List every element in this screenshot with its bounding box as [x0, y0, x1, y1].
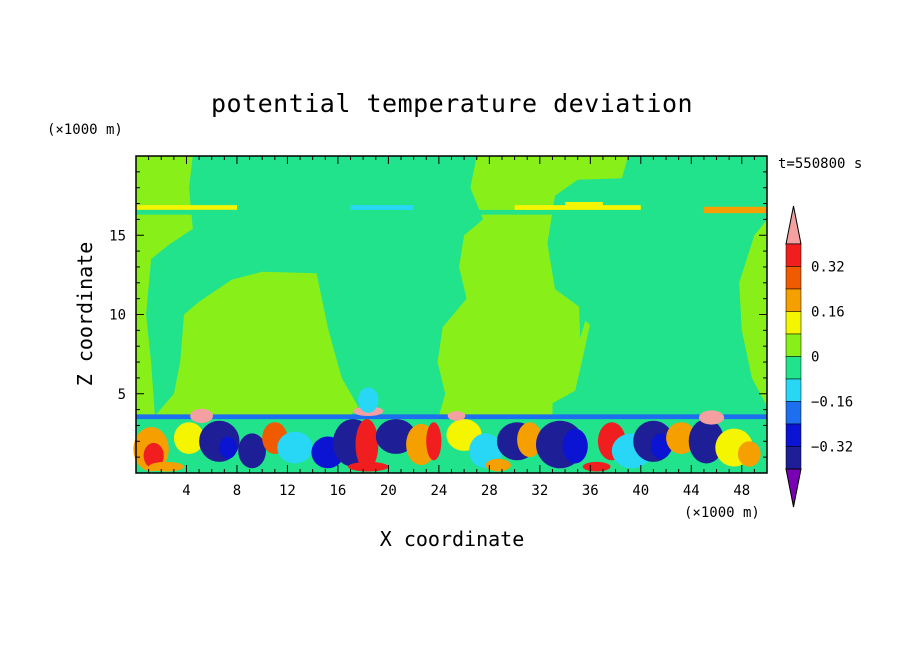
contour-blob	[277, 431, 313, 464]
x-tick-label: 48	[733, 483, 750, 499]
contour-band	[136, 209, 767, 215]
contour-blob	[173, 422, 205, 454]
x-axis-label: X coordinate	[380, 527, 525, 551]
contour-blob	[447, 411, 466, 421]
contour-blob	[238, 433, 266, 469]
contour-region	[146, 156, 484, 416]
x-tick-label: 44	[683, 483, 700, 499]
x-tick-label: 12	[279, 483, 296, 499]
x-tick-label: 24	[430, 483, 447, 499]
contour-blob	[348, 461, 389, 472]
colorbar-swatch	[785, 311, 802, 335]
x-tick-label: 36	[582, 483, 599, 499]
contour-blob	[666, 422, 697, 454]
colorbar-tick-label: 0	[811, 350, 819, 366]
contour-blob	[219, 436, 237, 459]
colorbar: 0.32 0.16 0 −0.16 −0.32	[785, 205, 853, 508]
contour-blob	[358, 387, 379, 413]
x-tick-label: 28	[481, 483, 498, 499]
contour-blob	[485, 458, 511, 472]
colorbar-swatch	[785, 446, 802, 470]
colorbar-max-arrow	[785, 205, 802, 245]
colorbar-min-arrow	[785, 468, 802, 508]
x-tick-label: 4	[182, 483, 190, 499]
x-tick-label: 16	[329, 483, 346, 499]
x-axis-ticks: 4 8 12 16 20 24 28 32 36 40 44 48	[148, 156, 755, 499]
chart-title: potential temperature deviation	[211, 89, 693, 118]
y-axis-label: Z coordinate	[73, 242, 97, 387]
contour-band	[565, 202, 603, 207]
colorbar-swatch	[785, 356, 802, 380]
contour-blob	[582, 461, 611, 472]
contour-band	[136, 205, 237, 210]
colorbar-swatch	[785, 401, 802, 425]
y-tick-label: 5	[118, 387, 126, 403]
colorbar-tick-label: 0.32	[811, 260, 845, 276]
time-label: t=550800 s	[778, 156, 862, 172]
colorbar-swatch	[785, 288, 802, 312]
contour-blob	[355, 419, 379, 470]
y-unit-label: (×1000 m)	[47, 122, 123, 138]
colorbar-swatch	[785, 423, 802, 447]
colorbar-swatch	[785, 266, 802, 290]
contour-blob	[737, 441, 761, 467]
contour-regions	[133, 156, 767, 473]
contour-blob	[190, 408, 214, 423]
x-tick-label: 32	[531, 483, 548, 499]
contour-blob	[148, 461, 184, 472]
colorbar-swatch	[785, 243, 802, 267]
colorbar-swatch	[785, 333, 802, 357]
x-tick-label: 8	[233, 483, 241, 499]
contour-plot-area	[133, 155, 768, 474]
contour-band	[350, 205, 414, 210]
contour-band	[514, 205, 641, 210]
contour-blob	[688, 419, 725, 464]
contour-blob	[143, 442, 164, 469]
colorbar-tick-label: −0.32	[811, 440, 853, 456]
contour-blob	[375, 419, 417, 454]
contour-blob	[426, 422, 442, 461]
colorbar-swatch	[785, 378, 802, 402]
colorbar-tick-label: 0.16	[811, 305, 845, 321]
contour-blob	[650, 433, 672, 459]
contour-blob	[562, 428, 588, 464]
contour-region	[547, 156, 767, 416]
contour-band	[703, 206, 767, 214]
colorbar-tick-label: −0.16	[811, 395, 853, 411]
x-tick-label: 40	[632, 483, 649, 499]
x-unit-label: (×1000 m)	[684, 505, 760, 521]
y-tick-label: 15	[109, 228, 126, 244]
y-tick-label: 10	[109, 308, 126, 324]
contour-blob	[698, 410, 725, 425]
x-tick-label: 20	[380, 483, 397, 499]
contour-blob	[517, 422, 543, 458]
y-axis-ticks: 5 10 15	[109, 171, 767, 458]
